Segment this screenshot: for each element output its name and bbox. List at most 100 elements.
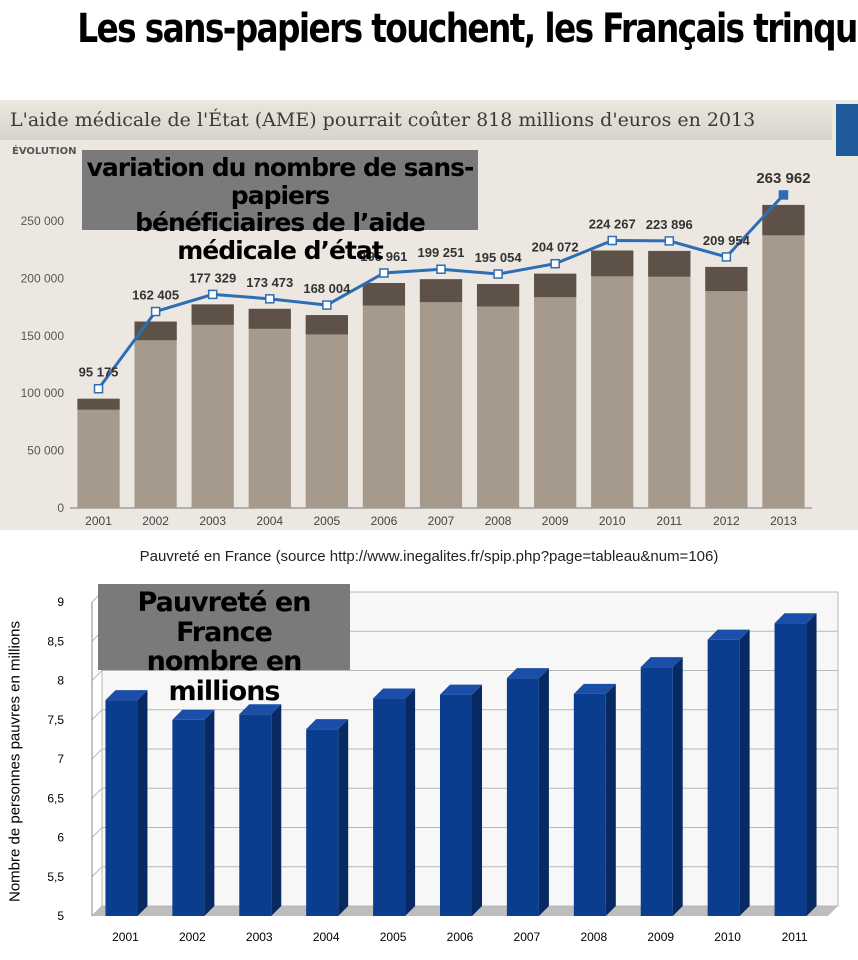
x-tick-label: 2004 [256, 514, 283, 528]
bar [705, 266, 748, 508]
bar [191, 304, 234, 508]
poverty-overlay-line-1: Pauvreté en France [137, 587, 312, 648]
bar-top [105, 690, 148, 701]
trend-point [436, 264, 446, 274]
bar-top [172, 709, 215, 720]
bar [172, 719, 205, 916]
bar-cap [476, 284, 520, 307]
x-tick-label: 2002 [179, 930, 206, 944]
y-tick-label: 100 000 [21, 386, 65, 400]
y-tick-label: 9 [57, 595, 64, 609]
y-tick-label: 50 000 [27, 444, 64, 458]
trend-point [607, 235, 617, 246]
value-label: 209 954 [703, 233, 751, 248]
x-tick-label: 2008 [485, 514, 512, 528]
bar-top [707, 629, 750, 640]
bar [591, 250, 634, 509]
poverty-overlay-line-2: nombre en millions [146, 646, 303, 708]
y-tick-label: 8 [57, 674, 64, 688]
trend-point [778, 190, 789, 200]
x-tick-label: 2002 [142, 514, 169, 528]
trend-point [150, 306, 161, 317]
bar [134, 321, 177, 508]
bar [774, 623, 807, 916]
bar-cap [362, 283, 406, 306]
value-label: 223 896 [646, 217, 693, 232]
bar [105, 700, 138, 916]
bar [440, 694, 472, 916]
y-tick-label: 7,5 [47, 713, 64, 727]
bar-top [239, 704, 282, 715]
trend-point [493, 269, 503, 279]
bar [762, 204, 805, 508]
ame-overlay-caption: variation du nombre de sans-papiers béné… [82, 150, 478, 264]
bar-side [472, 684, 482, 916]
bar-cap [591, 250, 634, 277]
x-tick-label: 2011 [656, 514, 682, 528]
y-tick-label: 250 000 [21, 214, 65, 228]
bar-cap [248, 308, 291, 329]
trend-point [379, 268, 389, 278]
bar-side [806, 613, 817, 916]
y-tick-label: 0 [57, 501, 64, 515]
bar-top [573, 683, 616, 694]
bar-side [739, 629, 750, 916]
poverty-overlay-caption: Pauvreté en France nombre en millions [98, 584, 350, 707]
bar-cap [191, 304, 234, 325]
value-label: 195 961 [360, 249, 407, 264]
bar [373, 698, 406, 916]
x-tick-label: 2007 [428, 514, 455, 528]
x-tick-label: 2006 [447, 930, 474, 944]
bar-top [506, 668, 549, 679]
banner-title: L'aide médicale de l'État (AME) pourrait… [10, 109, 756, 131]
trend-point [322, 300, 332, 310]
grid-diagonal [91, 866, 103, 878]
grid-diagonal [91, 827, 103, 838]
bar-top [306, 719, 349, 730]
bar-side [271, 704, 282, 916]
value-label: 195 054 [475, 250, 523, 265]
x-tick-label: 2003 [199, 514, 226, 528]
bar [362, 283, 406, 508]
x-tick-label: 2005 [313, 514, 340, 528]
bar-top [373, 688, 416, 699]
grid-diagonal [91, 670, 103, 681]
bar [306, 729, 339, 916]
bar [648, 250, 691, 509]
headline: Les sans-papiers touchent, les Français … [77, 6, 858, 52]
banner-accent-tab [836, 104, 858, 156]
bar [506, 678, 539, 916]
x-tick-label: 2004 [313, 930, 340, 944]
bar-cap [705, 266, 748, 292]
trend-point [207, 289, 218, 300]
trend-point [721, 252, 732, 262]
bar [476, 284, 520, 508]
bar [248, 308, 291, 508]
bar-side [605, 683, 616, 916]
banner [0, 104, 832, 140]
x-tick-label: 2006 [371, 514, 398, 528]
y-tick-label: 6 [57, 831, 64, 845]
bar [534, 273, 577, 508]
value-label: 168 004 [303, 281, 351, 296]
bar-top [440, 684, 482, 695]
x-tick-label: 2005 [380, 930, 407, 944]
bar-side [405, 688, 416, 916]
value-label: 162 405 [132, 288, 179, 303]
bar [239, 714, 272, 916]
bar-cap [648, 250, 691, 277]
bar [707, 639, 740, 916]
grid-diagonal [91, 709, 103, 721]
y-tick-label: 200 000 [21, 271, 65, 285]
bar-top [640, 657, 683, 668]
y-tick-label: 8,5 [47, 634, 64, 648]
bar [640, 667, 673, 916]
grid-diagonal [91, 787, 103, 799]
bar-top [774, 613, 817, 624]
y-tick-label: 5,5 [47, 870, 64, 884]
x-tick-label: 2001 [112, 930, 139, 944]
bar-side [338, 719, 349, 916]
trend-point [265, 294, 275, 304]
value-label: 224 267 [589, 217, 636, 232]
